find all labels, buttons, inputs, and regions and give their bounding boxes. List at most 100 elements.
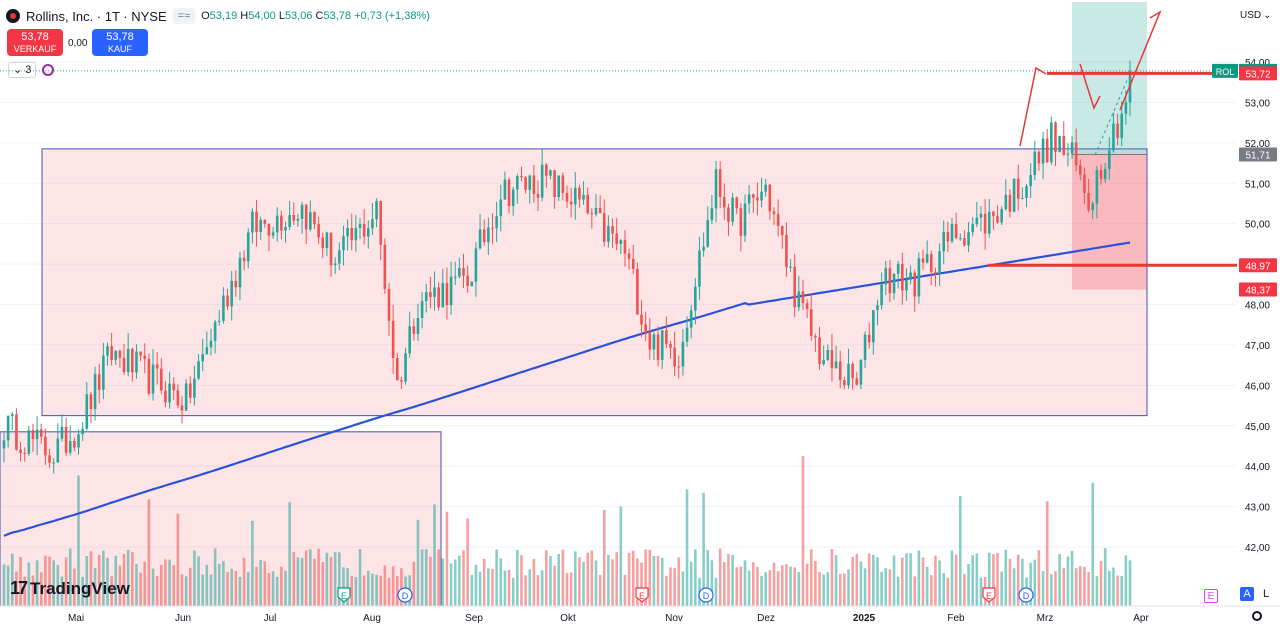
- volume-bar: [859, 561, 863, 606]
- volume-bar: [346, 568, 349, 606]
- candle-body: [131, 348, 134, 373]
- volume-bar: [371, 573, 374, 606]
- candle-body: [487, 227, 490, 242]
- candle-body: [362, 223, 366, 237]
- candle-body: [93, 374, 97, 410]
- compare-icon: =≈: [177, 10, 191, 22]
- indicator-count[interactable]: ⌄ 3: [8, 61, 37, 78]
- candle-body: [967, 232, 970, 246]
- volume-bar: [437, 549, 440, 606]
- candle-body: [346, 228, 349, 237]
- volume-bar: [743, 560, 747, 606]
- volume-bar: [379, 575, 383, 606]
- indicator-toggle[interactable]: ⌄ 3: [8, 61, 55, 78]
- volume-bar: [876, 557, 879, 606]
- volume-bar: [499, 558, 503, 606]
- volume-bar: [652, 556, 656, 606]
- candle-body: [251, 211, 254, 233]
- candle-body: [164, 390, 167, 403]
- candle-body: [193, 378, 196, 398]
- candle-body: [176, 390, 180, 406]
- price-label-box: [1239, 282, 1277, 297]
- candle-body: [958, 238, 962, 240]
- candle-body: [925, 254, 929, 263]
- volume-bar: [193, 550, 196, 606]
- sell-button[interactable]: 53,78 VERKAUF: [7, 29, 63, 56]
- log-scale-button[interactable]: L: [1262, 588, 1270, 600]
- candle-body: [81, 428, 84, 435]
- low-label: L: [278, 10, 285, 22]
- volume-bar: [735, 567, 739, 606]
- candle-body: [681, 341, 685, 367]
- volume-bar: [209, 574, 213, 606]
- volume-bar: [838, 573, 842, 606]
- candle-body: [6, 415, 10, 441]
- volume-bar: [263, 561, 267, 606]
- candle-body: [896, 263, 900, 274]
- symbol-title[interactable]: Rollins, Inc. · 1T · NYSE: [26, 8, 167, 24]
- volume-bar: [474, 564, 478, 606]
- candle-body: [598, 207, 602, 214]
- volume-bar: [466, 518, 469, 606]
- candle-body: [321, 237, 325, 249]
- tradingview-logo[interactable]: 17 TradingView: [10, 578, 130, 599]
- candle-body: [838, 361, 842, 381]
- event-label: D: [703, 591, 710, 601]
- currency-selector[interactable]: USD ⌄: [1240, 10, 1272, 21]
- candle-body: [623, 240, 627, 254]
- candle-body: [209, 340, 213, 348]
- candle-body: [689, 310, 693, 328]
- gear-icon[interactable]: [1252, 611, 1262, 621]
- volume-bar: [470, 575, 474, 606]
- volume-bar: [358, 549, 362, 606]
- volume-bar: [764, 572, 768, 606]
- candle-body: [350, 228, 354, 241]
- auto-scale-button[interactable]: A: [1240, 587, 1254, 601]
- range-boxes: [0, 2, 1148, 607]
- volume-bar: [35, 560, 39, 606]
- compare-chip[interactable]: =≈: [172, 8, 196, 24]
- volume-bar: [578, 557, 581, 606]
- volume-bar: [975, 553, 979, 606]
- candle-body: [615, 233, 618, 244]
- candle-body: [847, 363, 850, 386]
- candle-body: [416, 318, 420, 334]
- volume-bar: [201, 574, 205, 606]
- candle-body: [2, 440, 6, 449]
- volume-bar: [1095, 576, 1099, 606]
- volume-bar: [77, 475, 80, 606]
- candle-body: [449, 276, 453, 306]
- price-tick-label: 45,00: [1245, 422, 1270, 433]
- candle-body: [851, 363, 854, 379]
- open-label: O: [201, 10, 210, 22]
- candle-body: [97, 374, 101, 390]
- candle-body: [371, 219, 374, 229]
- candle-body: [731, 197, 734, 222]
- buy-button[interactable]: 53,78 KAUF: [92, 29, 148, 56]
- volume-bar: [516, 549, 519, 606]
- candle-body: [73, 441, 76, 448]
- volume-bar: [495, 549, 498, 606]
- volume-bar: [325, 552, 329, 606]
- candle-body: [586, 194, 589, 214]
- volume-bar: [880, 571, 883, 606]
- volume-bar: [756, 567, 759, 606]
- volume-bar: [797, 572, 801, 606]
- future-earnings-marker[interactable]: E: [1204, 589, 1218, 603]
- price-tick-label: 42,00: [1245, 543, 1270, 554]
- candle-body: [789, 266, 792, 268]
- candle-body: [222, 295, 225, 321]
- earnings-marker: [982, 587, 996, 603]
- candle-body: [122, 357, 126, 373]
- volume-bar: [1066, 556, 1070, 606]
- volume-bar: [180, 574, 184, 606]
- candle-body: [830, 349, 834, 369]
- candle-body: [942, 231, 946, 252]
- candle-body: [627, 253, 631, 259]
- volume-bar: [507, 569, 511, 606]
- volume-bar: [863, 568, 867, 606]
- candle-body: [470, 281, 474, 287]
- volume-bar: [56, 564, 60, 606]
- sync-icon[interactable]: [42, 63, 55, 76]
